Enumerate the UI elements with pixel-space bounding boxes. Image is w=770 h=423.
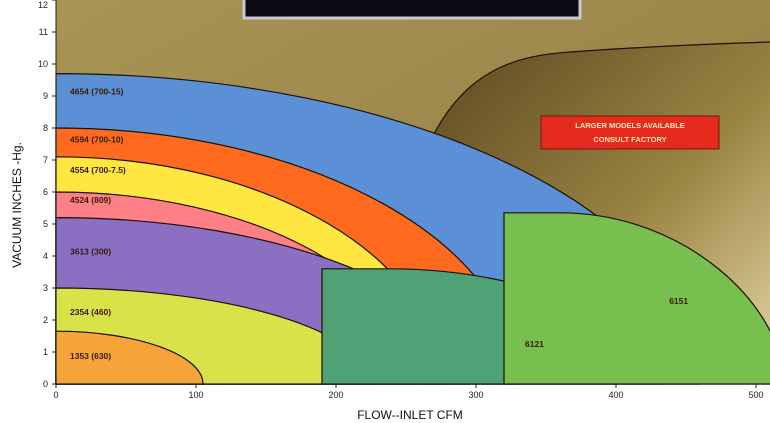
region-label-4594-700-10: 4594 (700-10)	[70, 134, 124, 144]
y-axis-title: VACUUM INCHES -Hg.	[10, 142, 24, 268]
y-tick-label-7: 7	[43, 155, 48, 165]
y-tick-label-3: 3	[43, 283, 48, 293]
region-label-6121: 6121	[525, 339, 544, 349]
x-tick-label-400: 400	[608, 390, 623, 400]
region-1353-630	[55, 330, 204, 385]
region-6151	[503, 212, 770, 385]
y-tick-label-8: 8	[43, 123, 48, 133]
x-axis-title: FLOW--INLET CFM	[357, 408, 463, 422]
y-tick-label-2: 2	[43, 315, 48, 325]
x-tick-label-200: 200	[328, 390, 343, 400]
x-tick-label-500: 500	[748, 390, 763, 400]
x-tick-label-300: 300	[468, 390, 483, 400]
region-label-6151: 6151	[669, 296, 688, 306]
y-tick-label-5: 5	[43, 219, 48, 229]
y-tick-label-0: 0	[43, 379, 48, 389]
larger-models-label-box	[540, 115, 720, 150]
region-label-2354-460: 2354 (460)	[70, 307, 111, 317]
y-tick-label-10: 10	[38, 59, 48, 69]
y-tick-label-4: 4	[43, 251, 48, 261]
region-label-4554-700-7-5: 4554 (700-7.5)	[70, 165, 126, 175]
larger-models-label-line-2: CONSULT FACTORY	[593, 135, 666, 144]
y-tick-label-1: 1	[43, 347, 48, 357]
y-tick-label-11: 11	[39, 27, 48, 37]
title-panel	[242, 0, 582, 20]
y-tick-label-12: 12	[38, 0, 48, 10]
region-label-4654-700-15: 4654 (700-15)	[70, 86, 124, 96]
x-tick-label-0: 0	[53, 390, 58, 400]
x-tick-label-100: 100	[188, 390, 203, 400]
region-label-4524-809: 4524 (809)	[70, 195, 111, 205]
y-tick-label-6: 6	[43, 187, 48, 197]
larger-models-label-line-1: LARGER MODELS AVAILABLE	[575, 121, 684, 130]
region-label-1353-630: 1353 (630)	[70, 351, 111, 361]
y-tick-label-9: 9	[43, 91, 48, 101]
region-label-3613-300: 3613 (300)	[70, 246, 111, 256]
